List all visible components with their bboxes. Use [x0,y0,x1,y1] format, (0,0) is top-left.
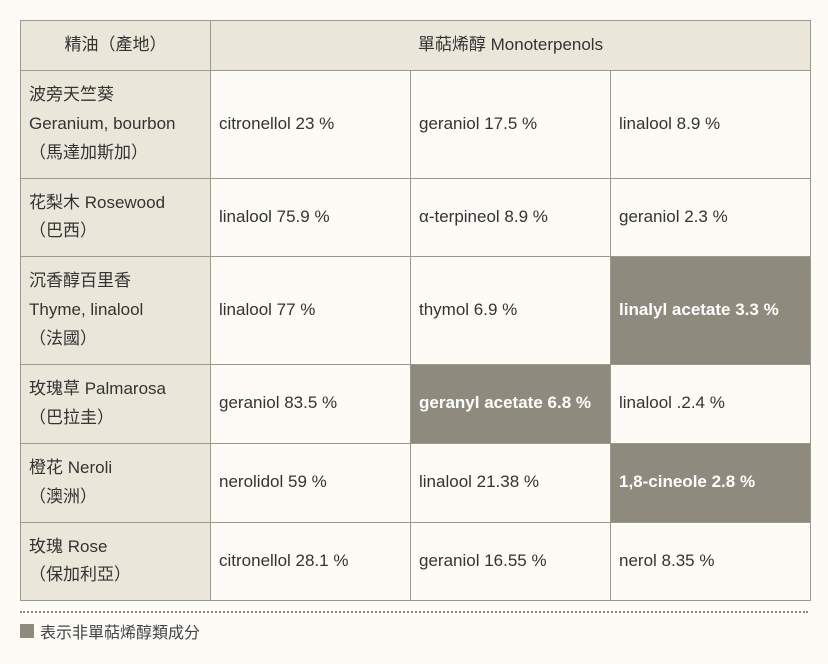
table-header-row: 精油（產地） 單萜烯醇 Monoterpenols [21,21,811,71]
compound-cell: linalool 21.38 % [411,443,611,522]
oil-name-cell: 波旁天竺葵Geranium, bourbon（馬達加斯加） [21,70,211,178]
compound-cell: linalool 77 % [211,257,411,365]
header-oil-origin: 精油（產地） [21,21,211,71]
table-row: 沉香醇百里香Thyme, linalool（法國）linalool 77 %th… [21,257,811,365]
compound-cell: citronellol 23 % [211,70,411,178]
compound-cell: 1,8-cineole 2.8 % [611,443,811,522]
oil-name-cell: 沉香醇百里香Thyme, linalool（法國） [21,257,211,365]
oil-name-cell: 玫瑰 Rose（保加利亞） [21,522,211,601]
compound-cell: citronellol 28.1 % [211,522,411,601]
table-row: 玫瑰草 Palmarosa（巴拉圭）geraniol 83.5 %geranyl… [21,365,811,444]
legend-square-icon [20,624,34,638]
oil-name-cell: 花梨木 Rosewood（巴西） [21,178,211,257]
table-row: 玫瑰 Rose（保加利亞）citronellol 28.1 %geraniol … [21,522,811,601]
compound-cell: geraniol 16.55 % [411,522,611,601]
header-monoterpenols: 單萜烯醇 Monoterpenols [211,21,811,71]
compound-cell: linalool 8.9 % [611,70,811,178]
table-row: 波旁天竺葵Geranium, bourbon（馬達加斯加）citronellol… [21,70,811,178]
compound-cell: geraniol 17.5 % [411,70,611,178]
compound-cell: geraniol 2.3 % [611,178,811,257]
compound-cell: thymol 6.9 % [411,257,611,365]
table-row: 橙花 Neroli（澳洲）nerolidol 59 %linalool 21.3… [21,443,811,522]
compound-cell: linalool 75.9 % [211,178,411,257]
compound-cell: linalyl acetate 3.3 % [611,257,811,365]
compound-cell: linalool .2.4 % [611,365,811,444]
footnote-text: 表示非單萜烯醇類成分 [40,619,200,643]
compound-cell: nerol 8.35 % [611,522,811,601]
compound-cell: geranyl acetate 6.8 % [411,365,611,444]
compound-cell: nerolidol 59 % [211,443,411,522]
table-body: 波旁天竺葵Geranium, bourbon（馬達加斯加）citronellol… [21,70,811,600]
oil-name-cell: 橙花 Neroli（澳洲） [21,443,211,522]
footnote: 表示非單萜烯醇類成分 [20,611,808,643]
table-row: 花梨木 Rosewood（巴西）linalool 75.9 %α-terpine… [21,178,811,257]
compound-cell: geraniol 83.5 % [211,365,411,444]
oil-name-cell: 玫瑰草 Palmarosa（巴拉圭） [21,365,211,444]
compound-cell: α-terpineol 8.9 % [411,178,611,257]
essential-oil-table: 精油（產地） 單萜烯醇 Monoterpenols 波旁天竺葵Geranium,… [20,20,811,601]
